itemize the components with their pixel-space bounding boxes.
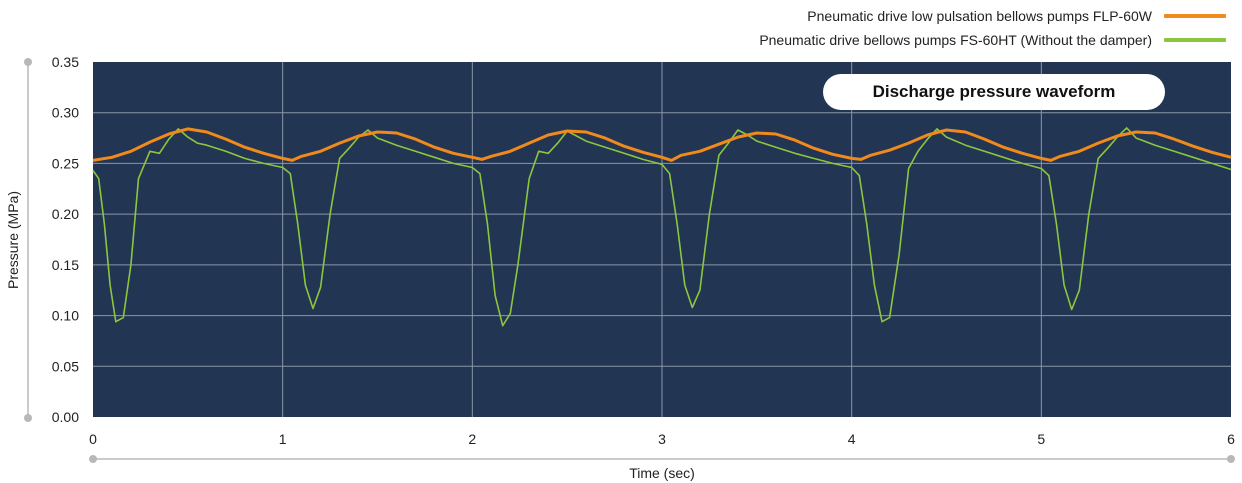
series-lines <box>92 127 1232 327</box>
legend-label-fs-60ht: Pneumatic drive bellows pumps FS-60HT (W… <box>759 32 1152 48</box>
legend-item-flp-60w: Pneumatic drive low pulsation bellows pu… <box>807 8 1226 24</box>
x-tick-label: 0 <box>89 431 97 447</box>
legend-item-fs-60ht: Pneumatic drive bellows pumps FS-60HT (W… <box>759 32 1226 48</box>
x-tick-label: 4 <box>848 431 856 447</box>
chart-annotation-badge: Discharge pressure waveform <box>823 74 1165 110</box>
y-tick-label: 0.00 <box>52 409 79 425</box>
x-tick-label: 2 <box>468 431 476 447</box>
y-tick-label: 0.15 <box>52 257 79 273</box>
axes <box>24 58 1235 463</box>
x-tick-label: 3 <box>658 431 666 447</box>
legend-swatch-orange <box>1164 14 1226 18</box>
y-tick-label: 0.30 <box>52 105 79 121</box>
y-axis-endpoint <box>24 414 32 422</box>
legend-label-flp-60w: Pneumatic drive low pulsation bellows pu… <box>807 8 1152 24</box>
y-tick-label: 0.25 <box>52 155 79 171</box>
grid-lines <box>93 62 1231 417</box>
legend-swatch-green <box>1164 38 1226 42</box>
x-axis-label: Time (sec) <box>629 465 695 481</box>
x-tick-label: 1 <box>279 431 287 447</box>
x-tick-label: 5 <box>1037 431 1045 447</box>
series-line-flp-60w <box>92 127 1232 162</box>
y-axis-label: Pressure (MPa) <box>5 191 21 289</box>
tick-labels: 0.00 0.05 0.10 0.15 0.20 0.25 0.30 0.35 0 1 2 3 4 5 6 <box>52 54 1235 447</box>
series-line-fs-60ht <box>92 127 1232 327</box>
x-tick-label: 6 <box>1227 431 1235 447</box>
y-axis-endpoint <box>24 58 32 66</box>
y-tick-label: 0.20 <box>52 206 79 222</box>
y-tick-label: 0.35 <box>52 54 79 70</box>
x-axis-endpoint <box>89 455 97 463</box>
y-tick-label: 0.10 <box>52 308 79 324</box>
y-tick-label: 0.05 <box>52 358 79 374</box>
chart-legend: Pneumatic drive low pulsation bellows pu… <box>0 0 1242 52</box>
x-axis-endpoint <box>1227 455 1235 463</box>
